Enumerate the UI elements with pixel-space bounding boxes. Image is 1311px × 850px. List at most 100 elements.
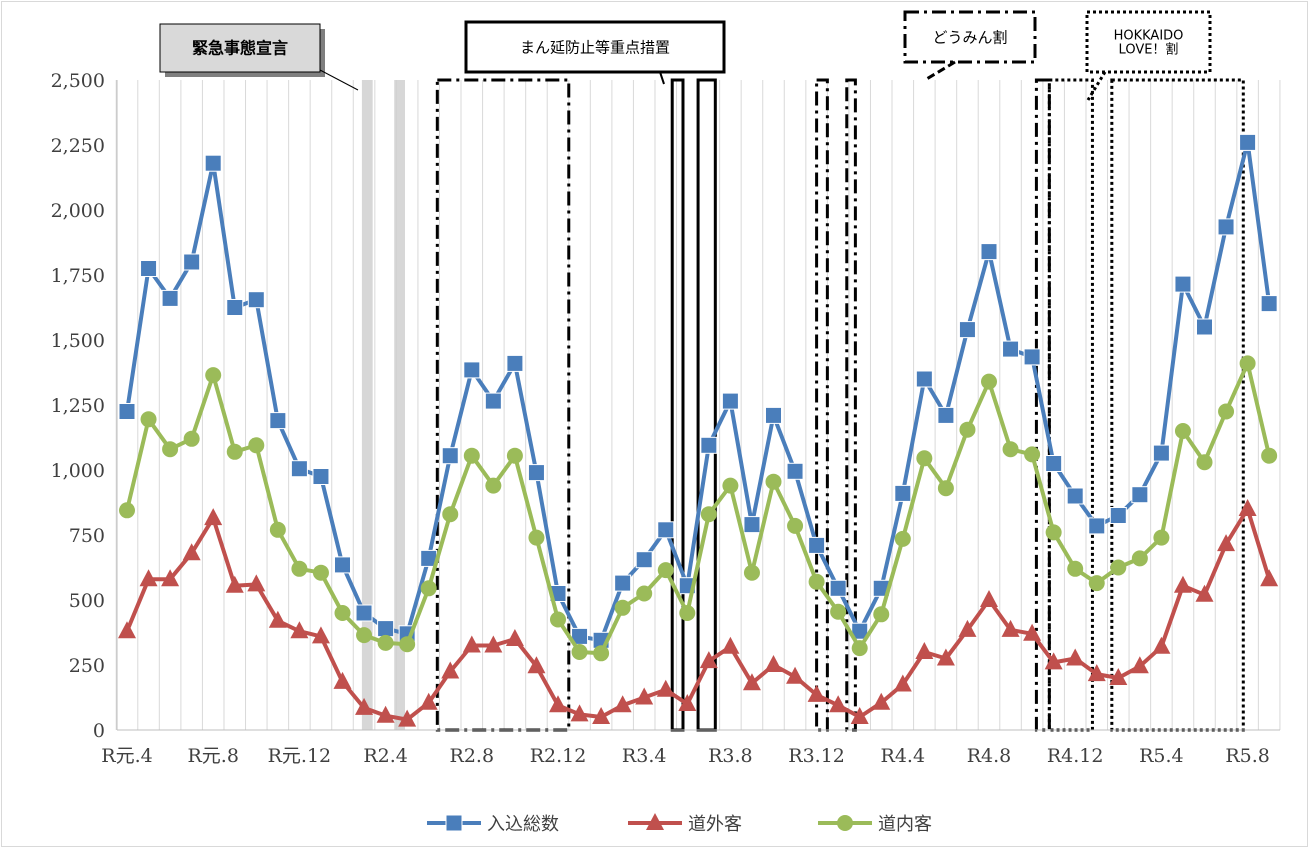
legend-item: 道内客 [818,814,932,835]
data-point [441,447,459,465]
data-point [915,370,933,388]
data-point [657,521,675,539]
data-point [1174,275,1192,293]
data-point [807,684,826,702]
data-point [334,556,351,574]
callout-text: どうみん割 [932,28,1007,46]
legend-marker [445,814,463,832]
y-tick-label: 2,250 [51,135,105,157]
legend-label: 入込総数 [487,814,559,835]
data-point [656,679,675,697]
data-point [636,585,653,602]
doumin-box [815,78,829,732]
data-point [937,480,954,497]
data-point [1066,648,1085,666]
legend-label: 道外客 [688,814,742,835]
data-point [1260,295,1278,313]
data-point [808,536,826,554]
data-point [1087,664,1106,682]
data-point [1045,455,1063,472]
doumin-box [435,78,571,732]
y-tick-label: 0 [93,720,105,742]
data-point [463,361,481,379]
data-point [980,243,998,261]
data-point [183,430,200,447]
x-tick-label: R3.8 [708,745,753,767]
data-point [527,464,545,482]
data-point [1239,355,1256,372]
data-point [118,403,136,420]
data-point [1066,487,1084,505]
data-point [592,707,611,724]
y-tick-label: 750 [69,525,105,547]
data-point [269,521,286,538]
data-point [140,260,158,277]
data-point [1109,668,1128,685]
data-point [226,299,244,316]
x-tick-label: R元.4 [101,745,152,767]
axes [116,80,1280,731]
data-point [161,289,179,307]
y-tick-label: 500 [69,590,105,612]
legend-marker [646,813,664,830]
data-point [356,627,373,644]
data-point [700,436,718,454]
data-point [205,367,222,384]
data-point [1196,454,1213,471]
data-point [1217,218,1235,236]
data-point [1131,550,1148,567]
series-lines [118,133,1279,727]
data-point [1238,499,1257,516]
data-point [1088,517,1106,535]
data-point [311,626,330,644]
data-point [1174,423,1191,439]
x-tick-label: R4.8 [967,745,1012,767]
data-point [765,406,782,424]
doumin-box [845,78,857,732]
data-point [247,291,265,309]
data-point [442,506,459,523]
x-tick-labels: R元.4 R元.8 R元.12 R2.4 R2.8 R2.12 R3.4 R3.8 R3.12 R… [101,745,1270,767]
data-point [936,648,955,666]
x-tick-label: R元.8 [187,745,238,767]
y-tick-label: 1,500 [51,330,105,352]
data-point [355,697,374,715]
data-point [505,629,524,646]
data-point [377,634,394,651]
callout-leader [1086,71,1107,101]
data-point [183,253,201,271]
x-tick-label: R3.4 [622,745,667,767]
data-point [1109,507,1127,524]
data-point [958,619,977,637]
data-point [1195,584,1214,602]
data-point [873,606,890,623]
data-point [1024,446,1041,463]
data-point [764,655,783,672]
data-point [958,321,976,339]
data-point [1152,444,1170,462]
data-point [1261,447,1278,464]
data-point [333,671,352,689]
data-point [204,154,222,172]
data-point [1088,575,1105,592]
data-point [377,620,395,638]
data-point [635,551,653,569]
y-tick-label: 1,750 [51,265,105,287]
data-point [679,605,696,621]
data-point [269,412,287,430]
data-point [1023,348,1041,366]
data-point [268,610,287,628]
data-point [1130,656,1149,674]
data-point [937,406,955,424]
callout-text: LOVE！割 [1119,41,1179,57]
data-point [140,411,157,428]
data-point [1260,569,1279,587]
series-square [118,133,1278,649]
data-point [699,651,718,669]
callout-box [464,20,726,74]
callout-box [1085,10,1212,74]
series-circle [119,355,1278,662]
